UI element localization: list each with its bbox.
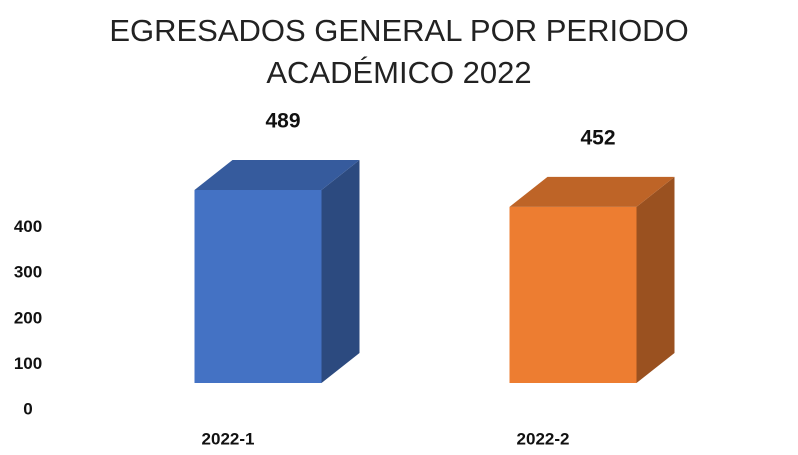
y-tick-label: 0 [23, 399, 32, 418]
bar [509, 176, 675, 383]
bar [194, 160, 360, 383]
bar-side [321, 160, 360, 383]
y-tick-label: 100 [14, 354, 42, 373]
chart-title: EGRESADOS GENERAL POR PERIODO ACADÉMICO … [109, 13, 689, 90]
value-label: 452 [580, 126, 615, 149]
y-tick-label: 400 [14, 217, 42, 236]
x-tick-label: 2022-2 [517, 429, 570, 448]
bar-side [636, 176, 675, 383]
bar-top [509, 176, 675, 207]
value-label: 489 [265, 110, 300, 133]
y-tick-label: 200 [14, 308, 42, 327]
y-tick-label: 300 [14, 263, 42, 282]
bar-front [509, 206, 637, 383]
x-tick-label: 2022-1 [202, 429, 255, 448]
bar-top [194, 160, 360, 191]
bar-front [194, 190, 322, 383]
